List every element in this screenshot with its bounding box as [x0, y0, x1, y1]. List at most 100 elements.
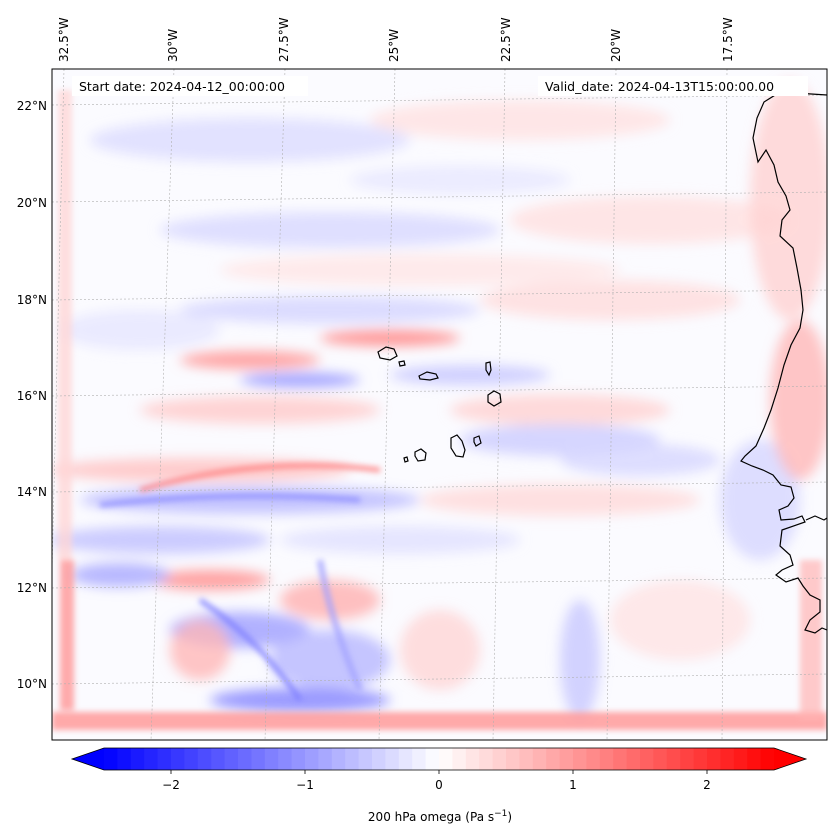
colorbar-cell [130, 748, 145, 770]
colorbar-cell [680, 748, 695, 770]
colorbar-cell [693, 748, 708, 770]
colorbar-cell [747, 748, 762, 770]
lat-tick-label: 10°N [17, 677, 47, 691]
colorbar-cell [117, 748, 132, 770]
colorbar-cell [519, 748, 534, 770]
lon-tick-label: 27.5°W [277, 17, 291, 62]
colorbar-cell [144, 748, 159, 770]
lat-tick-labels: 22°N 20°N 18°N 16°N 14°N 12°N 10°N [17, 99, 47, 691]
colorbar-cell [305, 748, 319, 770]
colorbar: −2 −1 0 1 2 200 hPa omega (Pa s−1) [70, 747, 808, 824]
lon-tick-labels: 32.5°W 30°W 27.5°W 25°W 22.5°W 20°W 17.5… [57, 17, 735, 62]
colorbar-cell [104, 748, 118, 770]
colorbar-cell [331, 748, 346, 770]
colorbar-cell [733, 748, 748, 770]
colorbar-cell [318, 748, 333, 770]
colorbar-cell [653, 748, 668, 770]
lon-tick-label: 20°W [609, 29, 623, 62]
colorbar-cell [506, 748, 520, 770]
colorbar-cell [532, 748, 547, 770]
island-santiago [450, 434, 466, 458]
colorbar-tick-label: −1 [296, 778, 314, 792]
colorbar-cell [358, 748, 373, 770]
lat-tick-label: 18°N [17, 293, 47, 307]
colorbar-cell [224, 748, 239, 770]
lat-tick-label: 22°N [17, 99, 47, 113]
colorbar-cell [238, 748, 252, 770]
lat-tick-label: 16°N [17, 389, 47, 403]
colorbar-cell [211, 748, 226, 770]
island-sao-vicente [398, 360, 406, 367]
colorbar-ticks: −2 −1 0 1 2 [162, 770, 711, 792]
colorbar-cell [559, 748, 574, 770]
lon-tick-label: 25°W [387, 29, 401, 62]
colorbar-cell [720, 748, 735, 770]
colorbar-tick-label: −2 [162, 778, 180, 792]
africa-coastline [740, 91, 827, 634]
map-panel: Start date: 2024-04-12_00:00:00 Valid_da… [17, 17, 828, 741]
island-sal [485, 361, 492, 377]
island-fogo [414, 448, 427, 462]
island-boa-vista [487, 390, 502, 407]
colorbar-tick-label: 0 [435, 778, 443, 792]
gridlines [52, 69, 827, 740]
island-sao-nicolau [418, 371, 439, 381]
colorbar-cell [278, 748, 293, 770]
colorbar-cell [398, 748, 413, 770]
colorbar-cell [626, 748, 641, 770]
colorbar-cells [104, 748, 775, 770]
colorbar-cell [171, 748, 185, 770]
colorbar-cell [372, 748, 386, 770]
start-date-label: Start date: 2024-04-12_00:00:00 [79, 79, 285, 94]
colorbar-cell [425, 748, 440, 770]
coastlines [377, 91, 827, 634]
island-maio [473, 435, 482, 447]
colorbar-outline [70, 747, 808, 771]
colorbar-cell [546, 748, 561, 770]
lat-tick-label: 20°N [17, 196, 47, 210]
colorbar-cell [760, 748, 775, 770]
colorbar-cell [599, 748, 614, 770]
colorbar-cell [465, 748, 480, 770]
colorbar-cell [492, 748, 507, 770]
lon-tick-label: 22.5°W [499, 17, 513, 62]
omega-field [52, 80, 827, 730]
valid-date-label: Valid_date: 2024-04-13T15:00:00.00 [545, 79, 774, 94]
colorbar-extend-min [72, 748, 104, 770]
colorbar-cell [640, 748, 654, 770]
colorbar-label-suffix: ) [507, 810, 512, 824]
colorbar-cell [707, 748, 721, 770]
colorbar-cell [264, 748, 279, 770]
colorbar-cell [251, 748, 266, 770]
colorbar-cell [184, 748, 199, 770]
colorbar-cell [291, 748, 306, 770]
colorbar-label-prefix: 200 hPa omega (Pa s [368, 810, 494, 824]
colorbar-cell [586, 748, 601, 770]
colorbar-tick-label: 1 [569, 778, 577, 792]
lon-tick-label: 30°W [166, 29, 180, 62]
colorbar-cell [412, 748, 427, 770]
africa-coast-inlet [805, 515, 827, 521]
lon-tick-label: 17.5°W [721, 17, 735, 62]
colorbar-cell [666, 748, 681, 770]
colorbar-cell [573, 748, 587, 770]
lat-tick-label: 12°N [17, 581, 47, 595]
colorbar-cell [439, 748, 453, 770]
island-santo-antao [377, 346, 398, 361]
colorbar-cell [385, 748, 400, 770]
lat-tick-label: 14°N [17, 485, 47, 499]
colorbar-cell [157, 748, 172, 770]
colorbar-cell [613, 748, 628, 770]
colorbar-cell [479, 748, 494, 770]
colorbar-cell [452, 748, 467, 770]
colorbar-label-exponent: −1 [494, 809, 507, 819]
colorbar-label: 200 hPa omega (Pa s−1) [368, 809, 512, 824]
lon-tick-label: 32.5°W [57, 17, 71, 62]
colorbar-cell [197, 748, 212, 770]
colorbar-tick-label: 2 [703, 778, 711, 792]
colorbar-cell [345, 748, 360, 770]
map-frame [51, 68, 828, 741]
colorbar-extend-max [774, 748, 806, 770]
island-brava [403, 456, 409, 463]
